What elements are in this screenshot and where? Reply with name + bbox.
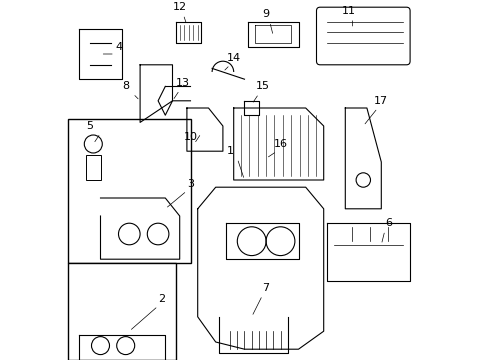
Bar — [86, 155, 101, 180]
Text: 4: 4 — [115, 42, 122, 52]
Text: 2: 2 — [158, 294, 165, 304]
Text: 15: 15 — [255, 81, 269, 91]
Bar — [68, 119, 190, 263]
Text: 12: 12 — [172, 2, 186, 12]
Text: 16: 16 — [273, 139, 287, 149]
Text: 13: 13 — [176, 78, 190, 88]
Text: 1: 1 — [226, 146, 233, 156]
Text: 5: 5 — [86, 121, 93, 131]
Text: 11: 11 — [341, 6, 355, 16]
Text: 6: 6 — [384, 218, 391, 228]
Bar — [68, 263, 176, 360]
FancyBboxPatch shape — [316, 7, 409, 65]
Text: 10: 10 — [183, 132, 197, 142]
Text: 7: 7 — [262, 283, 269, 293]
Text: 9: 9 — [262, 9, 269, 19]
Text: 8: 8 — [122, 81, 129, 91]
Text: 14: 14 — [226, 53, 240, 63]
Text: 17: 17 — [373, 96, 387, 106]
Text: 3: 3 — [186, 179, 194, 189]
